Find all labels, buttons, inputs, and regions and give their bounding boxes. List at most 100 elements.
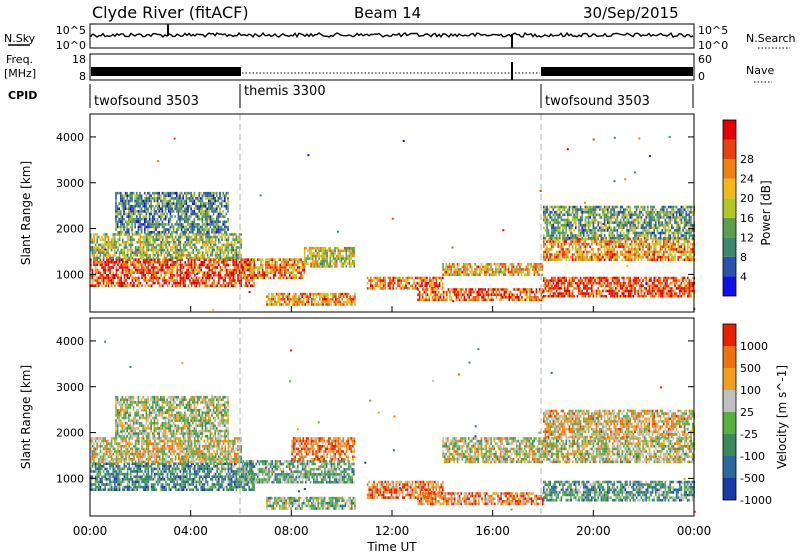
power-cell (222, 220, 224, 224)
power-cell (194, 246, 196, 249)
power-cell (195, 263, 198, 267)
power-cell (192, 268, 194, 272)
power-cell (552, 229, 555, 232)
power-cell (261, 268, 264, 272)
power-cell (178, 281, 180, 285)
power-cell (591, 289, 593, 293)
power-cell (403, 284, 406, 288)
power-cell (418, 298, 421, 302)
power-cell (130, 241, 132, 244)
power-cell (618, 255, 620, 259)
power-cell (139, 263, 142, 267)
power-cell (179, 202, 181, 205)
power-cell (144, 199, 146, 203)
power-cell (347, 257, 349, 260)
power-cell (96, 271, 98, 274)
power-cell (139, 271, 142, 274)
power-cell (106, 243, 108, 247)
power-cell (435, 281, 438, 285)
power-cell (106, 274, 108, 277)
power-cell (618, 279, 620, 282)
power-cell (109, 243, 111, 247)
power-cell (182, 202, 184, 205)
power-cell (173, 279, 175, 282)
power-cell (112, 246, 114, 249)
power-cell (640, 237, 643, 241)
power-cell (504, 263, 507, 266)
power-cell (567, 221, 569, 224)
power-cell (117, 241, 119, 244)
power-cell (91, 246, 94, 249)
power-cell (187, 210, 189, 213)
power-cell (289, 266, 291, 269)
power-cell (235, 281, 238, 285)
power-cell (152, 258, 154, 261)
power-cell (282, 258, 285, 261)
power-cell (226, 268, 228, 272)
power-cell (173, 261, 175, 264)
power-cell (158, 202, 160, 205)
power-cell (179, 223, 181, 226)
power-cell (152, 238, 154, 241)
power-cell (168, 235, 170, 239)
power-cell (419, 279, 422, 282)
power-cell (476, 296, 478, 299)
power-cell (685, 284, 687, 288)
power-cell (230, 271, 233, 274)
power-cell (578, 258, 580, 262)
power-cell (634, 289, 636, 293)
power-cell (384, 281, 386, 285)
power-cell (584, 292, 587, 295)
power-cell (257, 274, 259, 277)
power-cell (677, 242, 679, 246)
power-cell (162, 251, 164, 254)
power-cell (115, 217, 117, 221)
power-cell (510, 296, 512, 299)
power-cell (186, 274, 188, 277)
power-cell (160, 207, 162, 211)
power-cell (567, 253, 569, 256)
power-cell (178, 241, 180, 244)
power-cell (370, 284, 372, 288)
power-cell (554, 292, 556, 295)
power-cell (597, 292, 599, 295)
power-cell (289, 258, 291, 261)
power-cell (552, 226, 555, 230)
power-cell (240, 281, 242, 285)
power-cell (161, 210, 164, 213)
power-cell (176, 268, 178, 272)
power-cell (687, 258, 689, 262)
power-cell (552, 218, 555, 222)
power-cell (320, 295, 323, 298)
power-cell (126, 230, 128, 234)
power-cell (578, 281, 580, 285)
power-cell (435, 279, 438, 282)
power-cell (109, 258, 111, 261)
power-cell (505, 293, 507, 296)
power-cell (268, 276, 270, 280)
power-cell (587, 258, 590, 262)
power-cell (565, 221, 567, 224)
power-cell (194, 271, 196, 274)
power-cell (102, 276, 105, 280)
power-cell (168, 220, 170, 224)
power-cell (202, 254, 204, 257)
power-cell (120, 274, 122, 277)
power-cell (154, 276, 156, 280)
power-cell (120, 194, 122, 198)
power-cell (182, 225, 184, 229)
power-cell (181, 233, 183, 236)
power-cell (179, 281, 182, 285)
power-cell (271, 271, 273, 274)
power-cell (444, 290, 446, 294)
power-cell (144, 223, 146, 226)
power-cell (211, 271, 214, 274)
power-cell (555, 253, 558, 256)
power-cell (181, 279, 183, 282)
power-cell (541, 263, 544, 266)
power-cell (203, 215, 205, 218)
power-cell (484, 298, 486, 302)
power-cell (563, 289, 566, 293)
power-cell (503, 265, 505, 269)
power-cell (194, 274, 196, 277)
